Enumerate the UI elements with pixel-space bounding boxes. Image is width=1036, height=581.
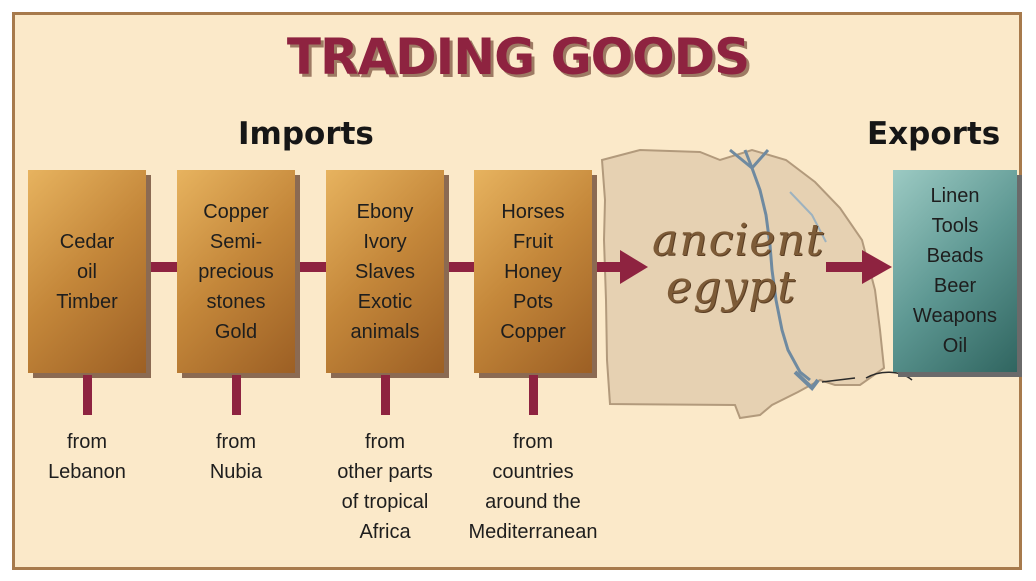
origin-line: Lebanon — [48, 461, 126, 483]
origin-line: Nubia — [209, 461, 263, 483]
goods-item: Timber — [56, 290, 118, 313]
export-item: Beads — [926, 245, 984, 267]
origin-stem — [529, 375, 538, 415]
arrow-egypt-to-exports-head — [862, 250, 892, 284]
border-mark — [821, 371, 913, 383]
imports-heading: Imports — [238, 116, 374, 152]
import-box-lebanon: Cedar oil Timber — [28, 170, 146, 373]
goods-item: Cedar — [59, 230, 115, 253]
origin-line: of tropical — [341, 491, 429, 513]
goods-item: Honey — [504, 260, 562, 283]
origin-line: from — [67, 431, 107, 453]
goods-item: Ivory — [363, 230, 407, 253]
origin-mediterranean: from countries around the Mediterranean — [453, 427, 613, 547]
goods-item: precious — [198, 260, 274, 283]
origin-africa: from other parts of tropical Africa — [305, 427, 465, 547]
red-sea-coast — [789, 191, 827, 243]
origin-lebanon: from Lebanon — [7, 427, 167, 487]
goods-item: Fruit — [513, 230, 553, 253]
origin-line: Africa — [359, 521, 411, 543]
goods-item: Copper — [500, 320, 566, 343]
export-item: Beer — [933, 275, 977, 297]
export-item: Oil — [942, 335, 968, 357]
origin-stem — [381, 375, 390, 415]
import-box-nubia: Copper Semi- precious stones Gold — [177, 170, 295, 373]
goods-item: animals — [350, 320, 420, 343]
origin-line: from — [513, 431, 553, 453]
goods-item: stones — [206, 290, 266, 313]
origin-line: from — [365, 431, 405, 453]
connector-3-4 — [444, 262, 474, 272]
export-item: Tools — [931, 215, 979, 237]
exports-heading: Exports — [867, 116, 1001, 152]
origin-line: countries — [492, 461, 574, 483]
center-label-line2: egypt — [666, 262, 796, 313]
arrow-imports-to-egypt-shaft — [594, 262, 622, 272]
arrow-imports-to-egypt-head — [620, 250, 648, 284]
center-label-line1: ancient — [652, 215, 825, 266]
export-box: Linen Tools Beads Beer Weapons Oil — [893, 170, 1017, 372]
goods-item: Slaves — [354, 260, 416, 283]
origin-line: from — [216, 431, 256, 453]
goods-item: Horses — [501, 200, 565, 223]
goods-item: Semi- — [209, 230, 263, 253]
diagram-title: TRADING GOODS — [286, 28, 750, 86]
origin-line: around the — [485, 491, 581, 513]
nile-river — [743, 149, 811, 382]
goods-item: Ebony — [356, 200, 414, 223]
nile-delta — [729, 148, 770, 170]
origin-line: Mediterranean — [468, 521, 598, 543]
origin-stem — [232, 375, 241, 415]
origin-nubia: from Nubia — [156, 427, 316, 487]
connector-2-3 — [295, 262, 326, 272]
import-box-africa: Ebony Ivory Slaves Exotic animals — [326, 170, 444, 373]
arrow-egypt-to-exports-shaft — [826, 262, 866, 272]
origin-line: other parts — [337, 461, 433, 483]
export-item: Weapons — [912, 305, 998, 327]
import-box-mediterranean: Horses Fruit Honey Pots Copper — [474, 170, 592, 373]
goods-item: Gold — [214, 320, 258, 343]
goods-item: oil — [76, 260, 97, 283]
connector-1-2 — [146, 262, 177, 272]
origin-stem — [83, 375, 92, 415]
nasser-lake — [793, 370, 820, 391]
export-item: Linen — [930, 185, 980, 207]
goods-item: Pots — [512, 290, 554, 313]
goods-item: Copper — [203, 200, 269, 223]
goods-item: Exotic — [357, 290, 413, 313]
